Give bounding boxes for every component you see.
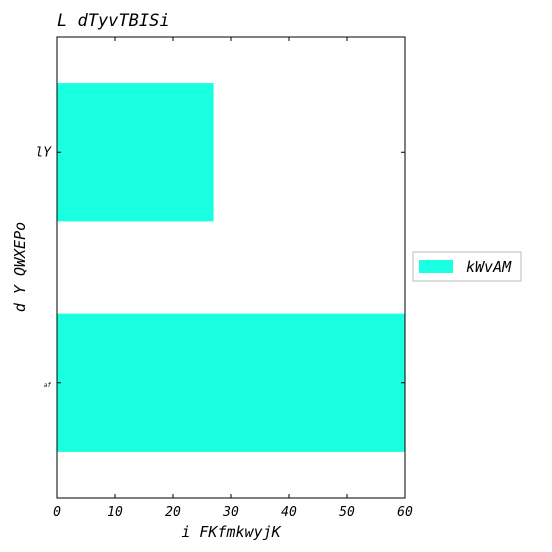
x-tick-label: 0 — [53, 505, 61, 520]
x-axis-label: i FKfmkwyjK — [181, 523, 281, 541]
x-tick-label: 20 — [165, 505, 181, 520]
x-tick-label: 60 — [397, 505, 413, 520]
bars-group — [57, 83, 405, 452]
y-axis-ticks: af lY — [35, 145, 405, 389]
x-tick-label: 10 — [107, 505, 123, 520]
chart-title: L dTyvTBISi — [57, 11, 170, 31]
bar-lY — [57, 83, 214, 222]
legend-swatch — [419, 260, 453, 273]
x-axis-ticks: 0 10 20 30 40 50 60 — [53, 37, 413, 520]
legend: kWvAM — [412, 251, 522, 282]
x-tick-label: 40 — [281, 505, 297, 520]
y-tick-label: af — [44, 382, 52, 389]
y-axis-label: d Y QWXEPo — [11, 222, 29, 312]
legend-label: kWvAM — [466, 258, 512, 276]
y-tick-label: lY — [35, 145, 52, 160]
bar-af — [57, 313, 405, 452]
x-tick-label: 50 — [339, 505, 355, 520]
x-tick-label: 30 — [222, 505, 239, 520]
